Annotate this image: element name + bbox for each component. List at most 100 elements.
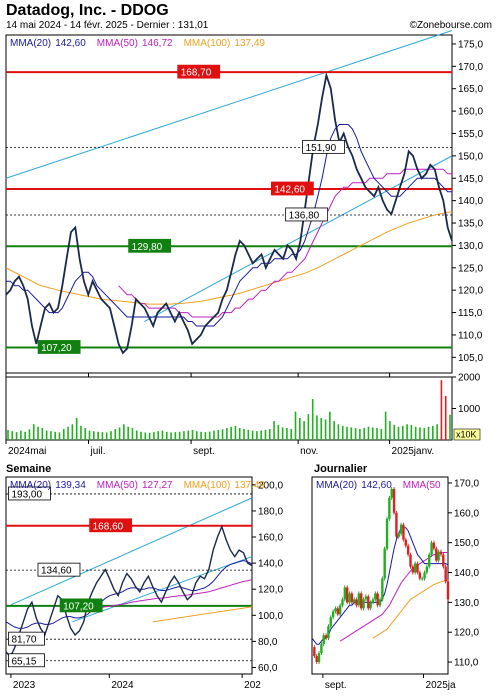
volume-bar — [75, 417, 78, 440]
volume-bar — [93, 431, 95, 440]
daily-legend-value: 142,60 — [361, 480, 392, 491]
main-level-tag — [302, 139, 345, 154]
volume-bar — [341, 425, 344, 440]
daily-candle — [442, 554, 445, 567]
daily-candle — [322, 635, 325, 645]
daily-candle — [348, 593, 351, 603]
volume-bar — [440, 380, 443, 440]
daily-candle — [324, 635, 328, 639]
volume-bar — [436, 424, 438, 440]
daily-candle — [345, 587, 349, 603]
daily-candle — [315, 656, 318, 663]
daily-candle — [444, 566, 447, 582]
daily-candle — [406, 545, 410, 555]
weekly-level-label: 168,60 — [93, 521, 124, 532]
main-legend-label: MMA(20) — [10, 38, 51, 49]
daily-candle — [313, 647, 316, 657]
weekly-ytick-label: 200,0 — [258, 480, 283, 491]
daily-ytick-label: 130,0 — [454, 598, 479, 609]
volume-bar — [135, 430, 138, 440]
volume-bar — [208, 431, 211, 440]
volume-bar — [174, 432, 177, 440]
volume-bar — [397, 426, 400, 440]
volume-bar — [251, 430, 254, 440]
daily-plot-frame — [311, 476, 449, 675]
daily-candle — [399, 524, 403, 534]
volume-bar — [20, 430, 22, 440]
main-level-label: 136,80 — [289, 210, 320, 221]
weekly-level-label: 134,60 — [41, 566, 72, 577]
weekly-ytick-label: 100,0 — [258, 611, 283, 622]
daily-candle — [411, 566, 415, 573]
volume-bar — [157, 431, 159, 440]
volume-bar — [286, 428, 288, 440]
weekly-level-label: 107,20 — [63, 601, 94, 612]
daily-candle — [402, 524, 405, 540]
volume-bar — [268, 428, 271, 440]
main-xtick-label: nov. — [300, 446, 318, 457]
weekly-chart: Semaine 200,0 180,0 160,0 140,0 120,0 100,0 80,… — [5, 463, 283, 691]
volume-bar — [414, 426, 417, 440]
main-xtick-label: 2024mai — [8, 446, 46, 457]
daily-xtick-label: sept. — [325, 680, 347, 691]
volume-bar — [294, 411, 297, 440]
main-ytick-label: 130,0 — [458, 241, 483, 252]
daily-candle — [329, 617, 332, 627]
daily-candle — [435, 548, 438, 561]
daily-candle — [357, 593, 361, 606]
volume-bar — [350, 427, 353, 440]
weekly-level-tag — [8, 631, 45, 646]
main-ytick-label: 140,0 — [458, 196, 483, 207]
daily-candle — [409, 554, 412, 567]
weekly-panel-title: Semaine — [6, 463, 51, 475]
daily-candle — [331, 611, 335, 618]
volume-bar — [67, 426, 69, 440]
volume-bar — [226, 428, 228, 440]
volume-bar — [243, 428, 245, 440]
volume-bar — [359, 428, 361, 440]
weekly-ytick-label: 80,0 — [258, 637, 278, 648]
daily-candle — [367, 596, 370, 609]
volume-bar — [290, 428, 293, 440]
volume-bar — [234, 425, 237, 440]
weekly-trendline — [10, 497, 253, 606]
main-xtick-label: 2025janv. — [392, 446, 435, 457]
main-mma100-line — [5, 211, 453, 305]
main-ytick-label: 110,0 — [458, 330, 483, 341]
daily-candle — [430, 542, 433, 555]
volume-bar — [144, 432, 147, 440]
main-ytick-label: 170,0 — [458, 62, 483, 73]
main-ytick-label: 155,0 — [458, 129, 483, 140]
daily-candle — [327, 626, 330, 639]
main-mma50-line — [118, 168, 452, 318]
weekly-level-label: 193,00 — [11, 489, 42, 500]
weekly-ytick-label: 160,0 — [258, 533, 283, 544]
weekly-mma20-line — [5, 559, 253, 629]
daily-candle — [428, 554, 431, 567]
daily-candle — [353, 599, 356, 603]
volume-bar — [50, 431, 52, 440]
volume-bar — [196, 431, 198, 440]
volume-bar — [389, 421, 391, 440]
main-chart: 175,0 170,0 165,0 160,0 155,0 150,0 145,0 140,0… — [5, 30, 483, 457]
main-ytick-label: 125,0 — [458, 263, 483, 274]
volume-bar — [213, 430, 215, 440]
main-level-label: 129,80 — [132, 242, 163, 253]
volume-bar — [449, 414, 451, 440]
weekly-ytick-label: 180,0 — [258, 506, 283, 517]
weekly-legend-label: MMA(50) — [97, 480, 138, 491]
brand-label[interactable]: ©Zonebourse.com — [409, 20, 492, 31]
daily-ytick-label: 160,0 — [454, 508, 479, 519]
weekly-mma100-line — [152, 606, 253, 623]
volume-bar — [58, 432, 61, 440]
weekly-mma50-line — [100, 579, 253, 608]
volume-bar — [281, 427, 284, 440]
main-level-label: 168,70 — [181, 68, 212, 79]
weekly-level-label: 65,15 — [11, 656, 36, 667]
volume-bar — [376, 428, 378, 440]
weekly-legend-value: 137,49 — [234, 480, 265, 491]
volume-bar — [11, 431, 14, 440]
daily-candle — [392, 488, 396, 513]
daily-candle — [381, 578, 384, 600]
daily-candle — [378, 599, 382, 606]
